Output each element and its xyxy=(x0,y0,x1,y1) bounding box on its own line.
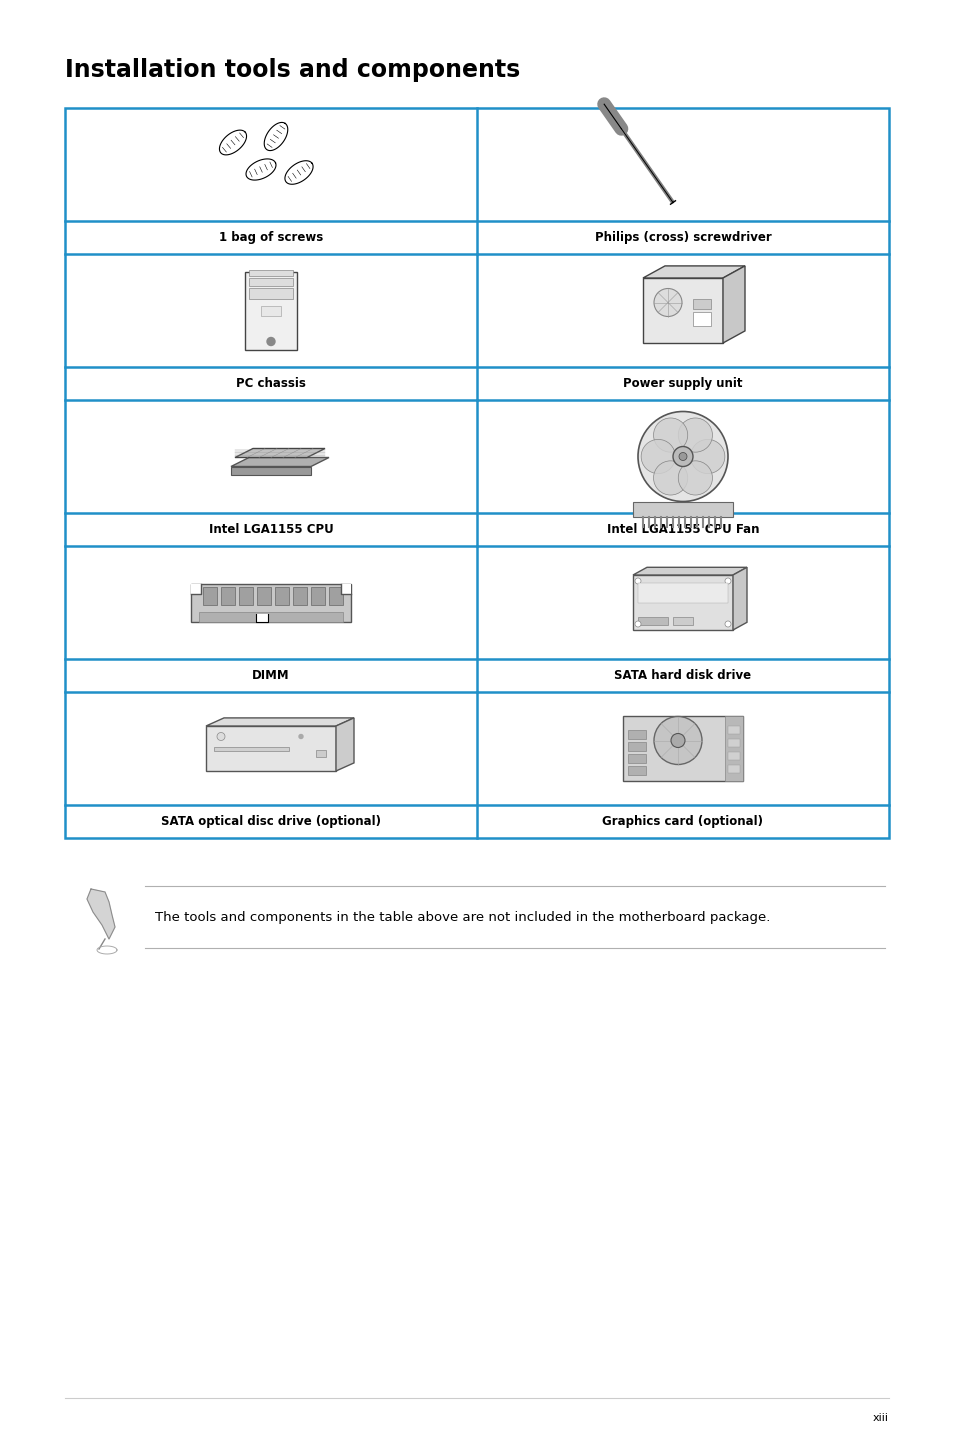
Polygon shape xyxy=(231,466,311,475)
Circle shape xyxy=(638,411,727,502)
Polygon shape xyxy=(234,449,325,457)
Bar xyxy=(249,269,293,276)
Polygon shape xyxy=(87,889,115,939)
Bar xyxy=(65,108,888,838)
Circle shape xyxy=(678,460,712,495)
Text: Intel LGA1155 CPU Fan: Intel LGA1155 CPU Fan xyxy=(606,523,759,536)
Bar xyxy=(627,754,645,764)
Text: SATA optical disc drive (optional): SATA optical disc drive (optional) xyxy=(161,815,380,828)
Bar xyxy=(315,749,326,756)
Bar xyxy=(329,587,343,604)
Circle shape xyxy=(678,418,712,452)
Text: Power supply unit: Power supply unit xyxy=(622,377,742,390)
Text: Intel LGA1155 CPU: Intel LGA1155 CPU xyxy=(209,523,333,536)
Bar xyxy=(727,765,740,774)
Bar xyxy=(239,587,253,604)
Polygon shape xyxy=(231,457,329,466)
Bar xyxy=(672,617,692,626)
Bar xyxy=(727,752,740,761)
Circle shape xyxy=(267,338,274,345)
Circle shape xyxy=(670,733,684,748)
Bar xyxy=(642,278,722,344)
Circle shape xyxy=(640,440,675,473)
Bar xyxy=(203,587,216,604)
Text: 1 bag of screws: 1 bag of screws xyxy=(218,232,323,244)
Bar xyxy=(638,617,667,626)
Circle shape xyxy=(724,578,730,584)
Circle shape xyxy=(635,578,640,584)
Bar xyxy=(724,716,742,781)
Text: DIMM: DIMM xyxy=(252,669,290,682)
Bar xyxy=(245,272,296,349)
Polygon shape xyxy=(732,568,746,630)
Circle shape xyxy=(724,621,730,627)
Bar xyxy=(727,726,740,733)
Bar xyxy=(249,278,293,286)
Text: Graphics card (optional): Graphics card (optional) xyxy=(602,815,762,828)
Text: The tools and components in the table above are not included in the motherboard : The tools and components in the table ab… xyxy=(154,910,770,923)
Bar xyxy=(638,582,727,603)
Bar xyxy=(311,587,325,604)
Bar xyxy=(293,587,307,604)
Text: Installation tools and components: Installation tools and components xyxy=(65,58,519,82)
Polygon shape xyxy=(206,718,354,726)
Bar xyxy=(213,746,289,751)
Text: Philips (cross) screwdriver: Philips (cross) screwdriver xyxy=(594,232,771,244)
Bar xyxy=(627,731,645,739)
Bar xyxy=(692,299,710,309)
Circle shape xyxy=(654,716,701,765)
Circle shape xyxy=(654,289,681,316)
Bar xyxy=(274,587,289,604)
Circle shape xyxy=(653,418,687,452)
Bar xyxy=(633,502,732,516)
Bar xyxy=(255,614,268,621)
Bar xyxy=(249,288,293,299)
Bar xyxy=(340,584,351,594)
Polygon shape xyxy=(722,266,744,344)
Circle shape xyxy=(635,621,640,627)
Bar xyxy=(191,584,351,621)
Bar xyxy=(692,312,710,325)
Polygon shape xyxy=(633,568,746,575)
Bar xyxy=(206,726,335,771)
Circle shape xyxy=(690,440,724,473)
Polygon shape xyxy=(264,122,288,151)
Bar xyxy=(199,611,343,621)
Bar xyxy=(622,716,742,781)
Bar xyxy=(627,766,645,775)
Circle shape xyxy=(653,460,687,495)
Circle shape xyxy=(298,735,303,739)
Bar xyxy=(633,575,732,630)
Bar xyxy=(191,584,201,594)
Bar xyxy=(627,742,645,751)
Polygon shape xyxy=(246,160,275,180)
Bar xyxy=(221,587,234,604)
Text: PC chassis: PC chassis xyxy=(235,377,306,390)
Polygon shape xyxy=(642,266,744,278)
Polygon shape xyxy=(335,718,354,771)
Bar xyxy=(256,587,271,604)
Circle shape xyxy=(679,453,686,460)
Polygon shape xyxy=(285,161,313,184)
Polygon shape xyxy=(219,129,246,155)
Circle shape xyxy=(216,732,225,741)
Bar xyxy=(727,739,740,746)
Text: SATA hard disk drive: SATA hard disk drive xyxy=(614,669,751,682)
Text: xiii: xiii xyxy=(872,1414,888,1424)
Circle shape xyxy=(672,447,692,466)
Bar xyxy=(261,305,281,315)
